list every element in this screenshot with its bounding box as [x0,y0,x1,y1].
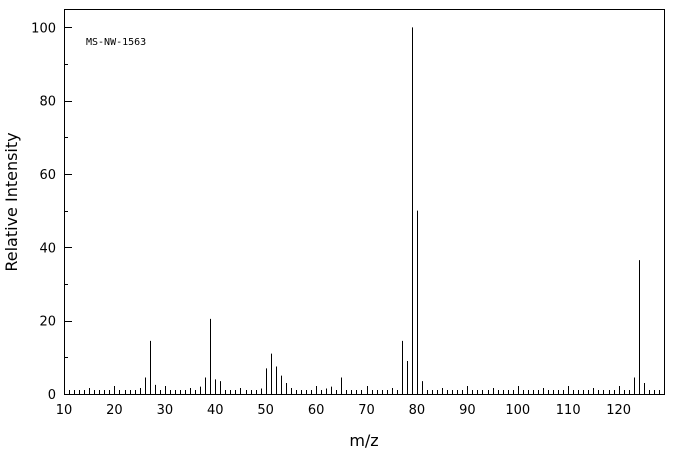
chart-title: MS-NW-1563 [86,37,146,48]
x-tick-label: 40 [207,403,224,418]
y-tick-label: 100 [31,21,56,36]
y-tick-label: 40 [39,241,56,256]
x-tick-label: 60 [308,403,325,418]
y-tick-label: 80 [39,95,56,110]
plot-frame [64,9,665,395]
x-tick-label: 120 [606,403,631,418]
x-tick-label: 80 [409,403,426,418]
spectrum-peaks [145,27,645,394]
x-tick-label: 50 [257,403,274,418]
y-tick-label: 20 [39,315,56,330]
y-tick-label: 60 [39,168,56,183]
x-axis-title: m/z [349,431,378,450]
x-tick-label: 70 [358,403,375,418]
y-tick-label: 0 [48,388,56,403]
x-tick-label: 10 [56,403,73,418]
axis-ticks [64,27,665,395]
x-tick-label: 90 [459,403,476,418]
axis-tick-labels: 10 20 30 40 50 60 70 80 90 100 110 120 0 20 40 60 80 100 [31,21,631,418]
x-tick-label: 30 [157,403,174,418]
x-tick-label: 20 [106,403,123,418]
x-tick-label: 100 [505,403,530,418]
y-axis-title: Relative Intensity [2,132,21,271]
x-tick-label: 110 [556,403,581,418]
